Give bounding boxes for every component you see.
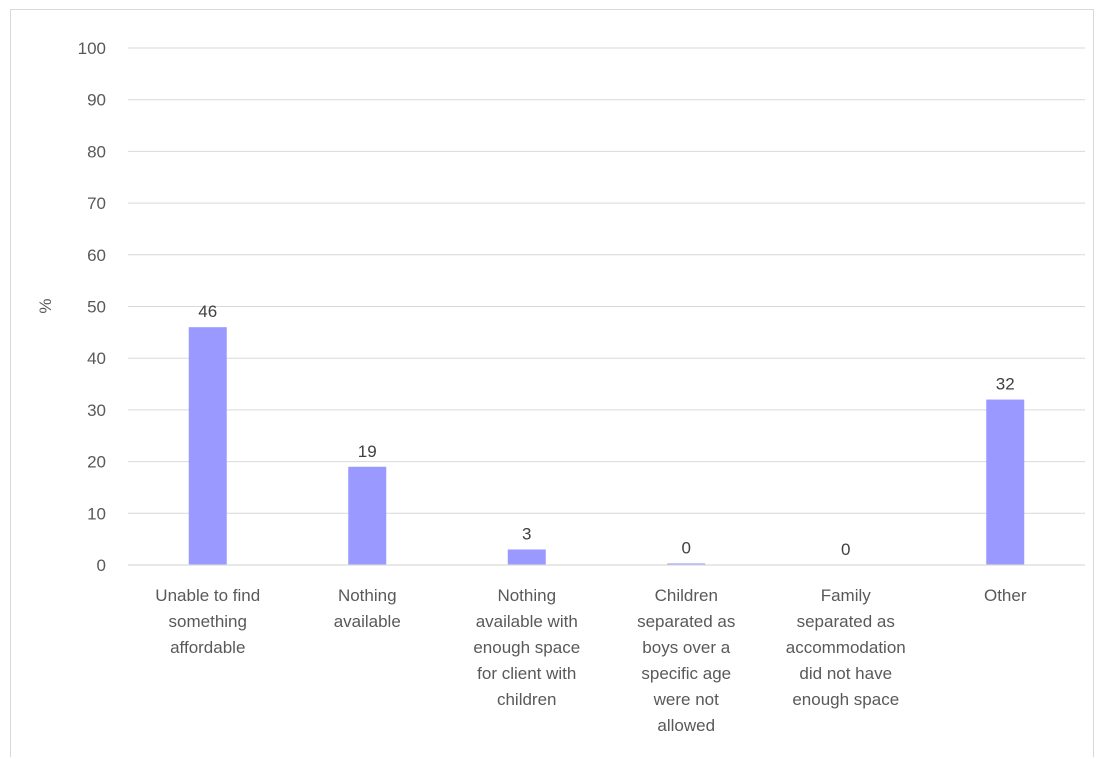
category-label-line: Unable to find xyxy=(155,586,260,605)
gridlines xyxy=(128,47,1085,514)
data-label: 19 xyxy=(358,442,377,461)
y-tick-label: 40 xyxy=(87,349,106,368)
category-label: Nothing available xyxy=(334,586,401,631)
y-tick-label: 90 xyxy=(87,91,106,110)
y-tick-label: 10 xyxy=(87,504,106,523)
bar xyxy=(667,563,706,565)
category-label-line: were not xyxy=(653,690,719,709)
category-label-line: Nothing xyxy=(338,586,397,605)
data-label: 0 xyxy=(841,540,850,559)
category-label-line: enough space xyxy=(473,638,580,657)
y-tick-label: 70 xyxy=(87,194,106,213)
category-label-line: Nothing xyxy=(497,586,556,605)
y-axis-label: % xyxy=(36,298,55,313)
category-label-line: enough space xyxy=(792,690,899,709)
category-label-line: Family xyxy=(821,586,872,605)
category-label-line: accommodation xyxy=(786,638,906,657)
bar xyxy=(986,399,1025,565)
category-label: Children separated as boys over a specific … xyxy=(637,586,735,735)
y-tick-label: 50 xyxy=(87,298,106,317)
category-label-line: available xyxy=(334,612,401,631)
y-tick-label: 0 xyxy=(97,556,106,575)
category-label-line: specific age xyxy=(641,664,731,683)
bar xyxy=(188,327,227,565)
y-tick-label: 60 xyxy=(87,246,106,265)
data-label: 3 xyxy=(522,524,531,543)
data-label: 32 xyxy=(996,375,1015,394)
category-label-line: did not have xyxy=(799,664,892,683)
category-label-line: available with xyxy=(476,612,578,631)
y-tick-label: 30 xyxy=(87,401,106,420)
category-label-line: separated as xyxy=(637,612,735,631)
category-label: Family separated as accommodation did not h… xyxy=(786,586,906,709)
y-tick-label: 20 xyxy=(87,453,106,472)
data-label: 46 xyxy=(198,302,217,321)
category-label: Unable to find something affordable xyxy=(155,586,260,657)
category-labels: Unable to find something affordable Nothing… xyxy=(155,586,1027,735)
y-tick-label: 100 xyxy=(78,39,106,58)
bar xyxy=(507,549,546,565)
chart-frame xyxy=(10,9,1094,757)
bar xyxy=(348,466,387,565)
category-label-line: children xyxy=(497,690,557,709)
y-tick-label: 80 xyxy=(87,142,106,161)
category-label: Other xyxy=(984,586,1027,605)
category-label-line: boys over a xyxy=(642,638,730,657)
y-axis-ticks: 0 10 20 30 40 50 60 70 80 90 100 xyxy=(78,39,106,575)
category-label-line: for client with xyxy=(477,664,576,683)
category-label-line: something xyxy=(169,612,247,631)
bars xyxy=(188,327,1025,565)
category-label: Nothing available with enough space for cli… xyxy=(473,586,580,709)
category-label-line: affordable xyxy=(170,638,245,657)
category-label-line: allowed xyxy=(657,716,715,735)
category-label-line: Other xyxy=(984,586,1027,605)
category-label-line: Children xyxy=(655,586,718,605)
category-label-line: separated as xyxy=(797,612,895,631)
data-labels: 46 19 3 0 0 32 xyxy=(198,302,1014,559)
data-label: 0 xyxy=(682,538,691,557)
